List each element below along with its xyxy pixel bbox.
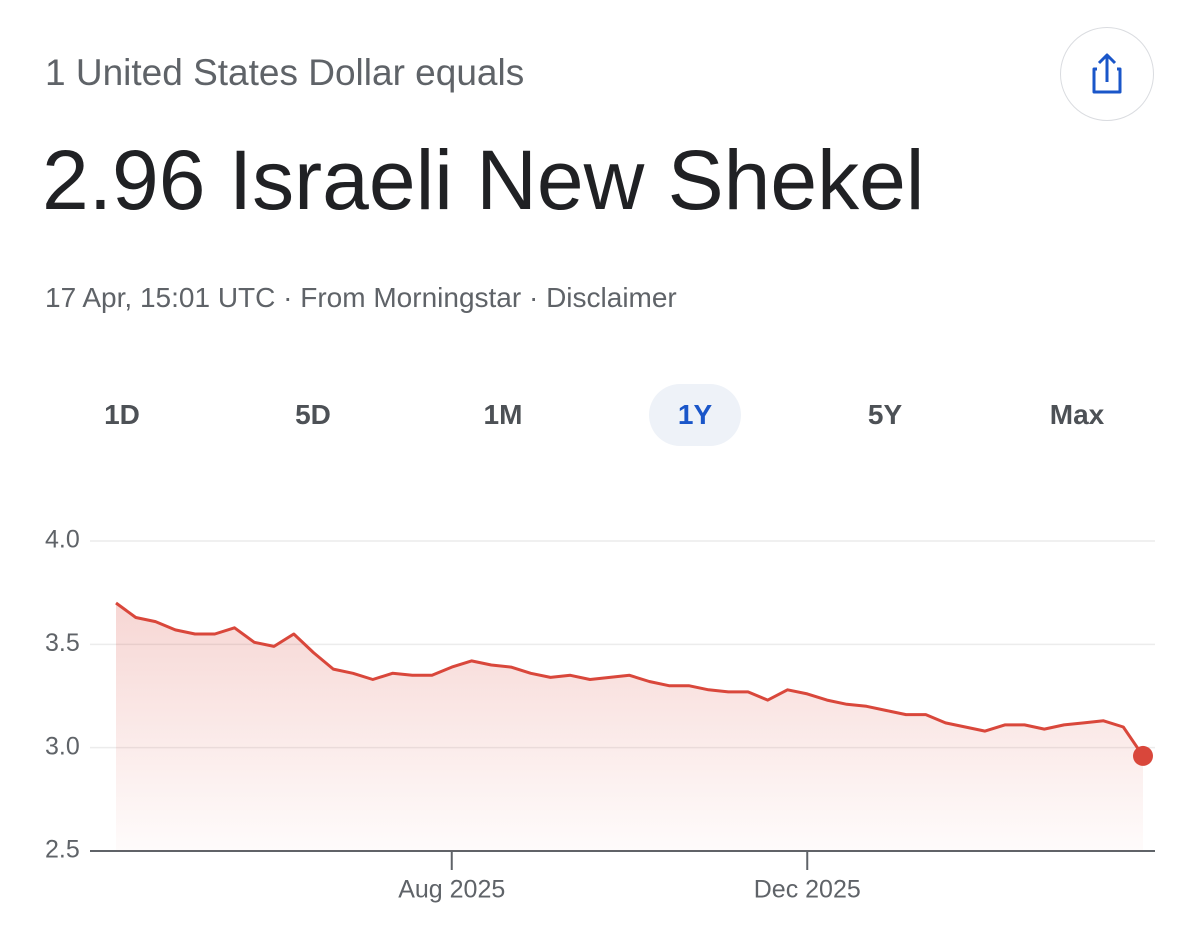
range-tab[interactable]: 1Y (649, 384, 741, 446)
range-tab[interactable]: 1D (104, 399, 140, 430)
y-tick-label: 3.5 (45, 629, 80, 657)
range-tab[interactable]: Max (1049, 399, 1105, 430)
disclaimer-link[interactable]: Disclaimer (546, 282, 677, 313)
area (116, 603, 1143, 851)
chart: 2.5 3.0 3.5 4.0 Aug 2025 Dec 2025 (45, 526, 1155, 904)
share-icon (1092, 53, 1122, 94)
x-tick-label: Aug 2025 (398, 876, 505, 904)
line (115, 601, 1145, 757)
source: From Morningstar (300, 282, 522, 313)
headline: 2.96 Israeli New Shekel (42, 133, 925, 227)
range-tab[interactable]: 5Y (867, 399, 903, 430)
range-tab[interactable]: 1M (483, 399, 523, 430)
prefix: 1 United States Dollar equals (45, 52, 525, 93)
share-button[interactable] (1060, 27, 1154, 121)
x-tick-label: Dec 2025 (754, 876, 861, 904)
y-tick-label: 3.0 (45, 732, 80, 760)
meta: 17 Apr, 15:01 UTC · From Morningstar · D… (45, 282, 677, 313)
timestamp: 17 Apr, 15:01 UTC (45, 282, 276, 313)
end-point (1133, 745, 1153, 766)
y-tick-label: 2.5 (45, 836, 80, 864)
range-tab[interactable]: 5D (295, 399, 331, 430)
y-tick-label: 4.0 (45, 526, 80, 554)
